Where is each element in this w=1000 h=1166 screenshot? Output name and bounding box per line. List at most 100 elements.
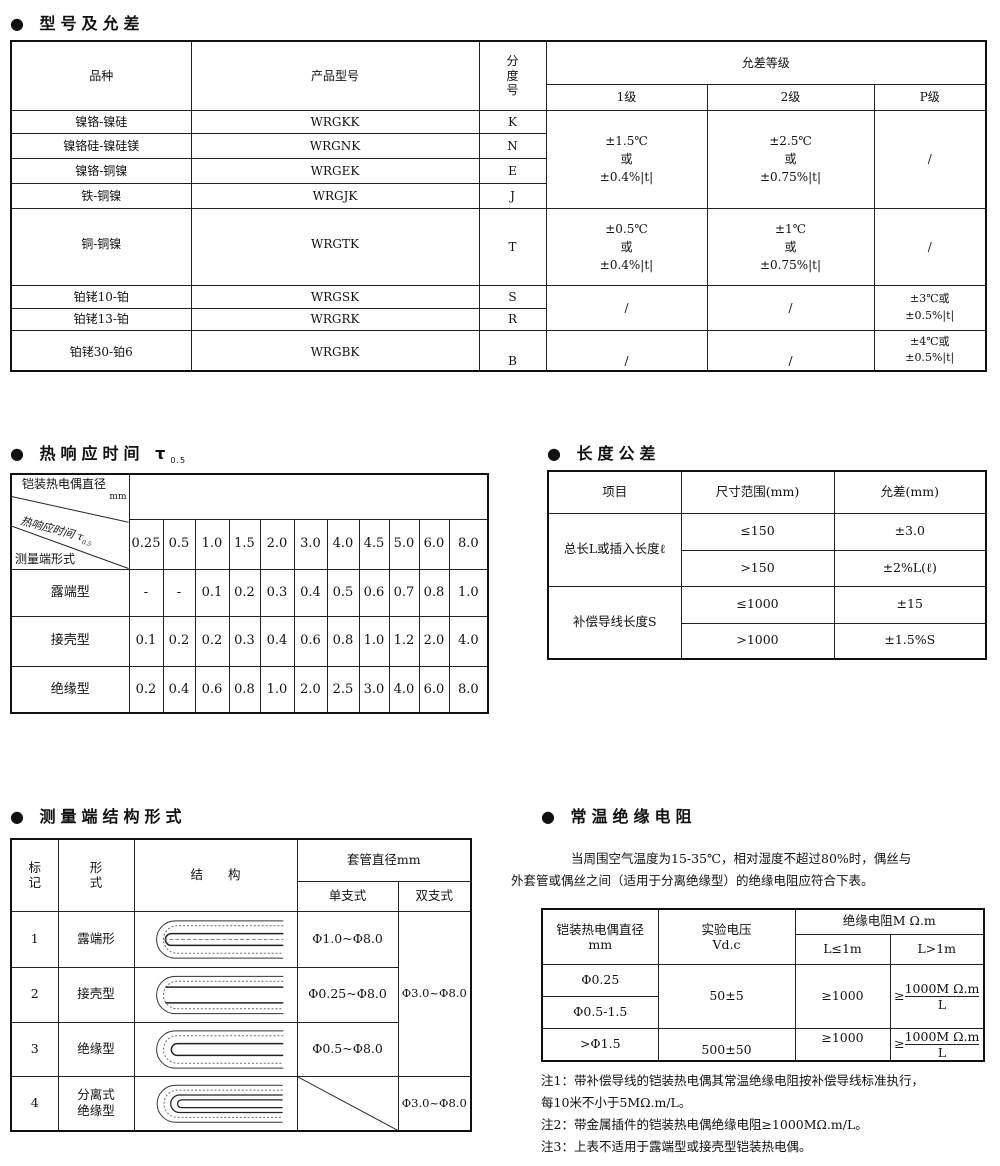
response-value: 0.8 xyxy=(326,615,360,667)
response-value: 0.6 xyxy=(358,568,390,617)
gp-cell: ±3℃或 ±0.5%|t| xyxy=(873,284,987,331)
response-value: 3.0 xyxy=(358,665,390,714)
table-row: 镍铬-镍硅 WRGKK K ±1.5℃ 或 ±0.4%|t| ±2.5℃ 或 ±0.75%|… xyxy=(10,109,987,209)
gp-cell: ±4℃或 ±0.5%|t| xyxy=(873,329,987,372)
table-row: 铂铑30-铂6 WRGBK B / / ±4℃或 ±0.5%|t| xyxy=(10,329,987,372)
section-title-response: ● 热响应时间 τ0.5 xyxy=(10,444,187,466)
variety: 铂铑13-铂 xyxy=(10,307,192,331)
g1-cell: / xyxy=(545,284,708,331)
response-value: 0.2 xyxy=(162,615,196,667)
insulation-intro: 当周围空气温度为15-35℃，相对湿度不超过80%时，偶丝与 外套管或偶丝之间（适… xyxy=(511,851,912,888)
table-row: 1 露端形 Φ1.0~Φ8.0 Φ3.0~Φ8.0 xyxy=(10,910,472,1077)
response-value: 0.6 xyxy=(194,665,230,714)
code: T xyxy=(478,207,547,286)
section-title-insulation: ● 常温绝缘电阻 xyxy=(541,807,697,826)
separate-insulated-diagram-icon xyxy=(133,1075,298,1132)
section-title-structure: ● 测量端结构形式 xyxy=(10,807,187,826)
header-dia: 铠装热电偶直径 mm xyxy=(541,908,659,965)
response-value: 2.0 xyxy=(418,615,450,667)
header-sleeve: 套管直径mm xyxy=(296,838,472,882)
table-row: 露端型 - -0.1 0.2 0.3 0.4 0.5 0.6 0.7 0.8 1.0 xyxy=(10,568,489,617)
res-gt: ≥1000M Ω.m L xyxy=(889,1027,985,1061)
insulation-table: 铠装热电偶直径 mm 实验电压 Vd.c 绝缘电阻M Ω.m L≤1m L>1m Φ0.2… xyxy=(541,908,985,1062)
tolerance: ±3.0 xyxy=(833,512,987,551)
diameter-cell: 0.25 xyxy=(128,518,164,570)
model: WRGNK xyxy=(190,132,480,159)
header-gp: P级 xyxy=(873,83,987,111)
header-res: 绝缘电阻M Ω.m xyxy=(794,908,985,935)
mark: 3 xyxy=(10,1021,59,1077)
variety: 镍铬-镍硅 xyxy=(10,109,192,134)
form: 接壳型 xyxy=(57,966,135,1023)
response-value: 0.8 xyxy=(228,665,261,714)
title-text: 热响应时间 τ xyxy=(39,444,171,463)
corner-diameter: 铠装热电偶直径 xyxy=(22,477,107,491)
form-type: 绝缘型 xyxy=(10,665,130,714)
empty-header xyxy=(128,473,489,520)
response-value: 0.3 xyxy=(228,615,261,667)
g2-cell: / xyxy=(706,284,875,331)
table-row: 3 绝缘型 Φ0.5~Φ8.0 xyxy=(10,1021,471,1077)
code: E xyxy=(478,157,547,184)
single-na xyxy=(296,1075,399,1132)
diameter-cell: 4.5 xyxy=(358,518,390,570)
model: WRGKK xyxy=(190,109,480,134)
response-value: 0.6 xyxy=(293,615,328,667)
response-value: 1.2 xyxy=(388,615,420,667)
table-row: 铜-铜镍 WRGTK T ±0.5℃ 或 ±0.4%|t| ±1℃ 或 ±0.75%|t| … xyxy=(10,207,987,286)
model: WRGTK xyxy=(190,207,480,286)
response-value: 0.3 xyxy=(259,568,295,617)
section-title-length: ● 长度公差 xyxy=(547,444,661,463)
table-row: 4 分离式 绝缘型 Φ3.0~Φ8.0 xyxy=(10,1075,472,1132)
model: WRGSK xyxy=(190,284,480,309)
section-title-model: ● 型号及允差 xyxy=(10,14,145,33)
header-variety: 品种 xyxy=(10,40,192,111)
g1-cell: / xyxy=(545,329,708,372)
diameter-cell: 5.0 xyxy=(388,518,420,570)
model-tolerance-table: 品种 产品型号 分度号 允差等级 1级 2级 P级 镍铬-镍硅 WRGKK K ±1.5℃ 或 ±… xyxy=(10,40,988,372)
item-comp-wire: 补偿导线长度S xyxy=(547,585,682,660)
title-text: 常温绝缘电阻 xyxy=(570,807,697,826)
form-type: 接壳型 xyxy=(10,615,130,667)
response-value: 2.0 xyxy=(293,665,328,714)
response-value: 4.0 xyxy=(388,665,420,714)
g1-cell: ±1.5℃ 或 ±0.4%|t| xyxy=(545,109,708,209)
model: WRGEK xyxy=(190,157,480,184)
header-form: 形式 xyxy=(57,838,135,912)
corner-header: 铠装热电偶直径 mm 热响应时间 τ0.5 测量端形式 xyxy=(10,473,130,570)
response-value: 0.7 xyxy=(388,568,420,617)
corner-unit: mm xyxy=(109,492,127,502)
response-value: 0.8 xyxy=(418,568,450,617)
diameter-cell: 0.5 xyxy=(162,518,196,570)
diameter-cell: 1.0 xyxy=(194,518,230,570)
variety: 镍铬硅-镍硅镁 xyxy=(10,132,192,159)
title-text: 型号及允差 xyxy=(39,14,145,33)
diameter-cell: 2.0 xyxy=(259,518,295,570)
header-tolerance: 允差(mm) xyxy=(833,470,987,514)
response-time-table: 铠装热电偶直径 mm 热响应时间 τ0.5 测量端形式 0.25 0.5 1.0 1.… xyxy=(10,473,490,714)
structure-table: 标记形式结 构套管直径mm 单支式 双支式 1 露端形 Φ1.0~Φ8.0 Φ3.0~Φ… xyxy=(10,838,472,1132)
response-value: 0.2 xyxy=(194,615,230,667)
double: Φ3.0~Φ8.0 xyxy=(397,1075,472,1132)
response-value: 8.0 xyxy=(448,665,489,714)
grounded-junction-diagram-icon xyxy=(133,966,298,1023)
header-le: L≤1m xyxy=(794,933,891,965)
length-tolerance-table: 项目 尺寸范围(mm) 允差(mm) 总长L或插入长度ℓ ≤150 ±3.0 >150 ±… xyxy=(547,470,987,660)
diameter-cell: 4.0 xyxy=(326,518,360,570)
header-item: 项目 xyxy=(547,470,682,514)
code: B xyxy=(478,329,547,372)
variety: 铜-铜镍 xyxy=(10,207,192,286)
single: Φ1.0~Φ8.0 xyxy=(296,910,399,968)
header-mark: 标记 xyxy=(10,838,59,912)
code: K xyxy=(478,109,547,134)
tolerance: ±1.5%S xyxy=(833,622,987,660)
header-double: 双支式 xyxy=(397,880,472,912)
volt: 500±50 xyxy=(657,1027,796,1061)
response-value: 1.0 xyxy=(448,568,489,617)
res-le: ≥1000 xyxy=(794,1027,891,1061)
table-row: 绝缘型 0.2 0.4 0.6 0.8 1.0 2.0 2.5 3.0 4.0 6.0 8.0 xyxy=(10,665,489,714)
form: 分离式 绝缘型 xyxy=(57,1075,135,1132)
range: >1000 xyxy=(680,622,835,660)
range: ≤1000 xyxy=(680,585,835,624)
